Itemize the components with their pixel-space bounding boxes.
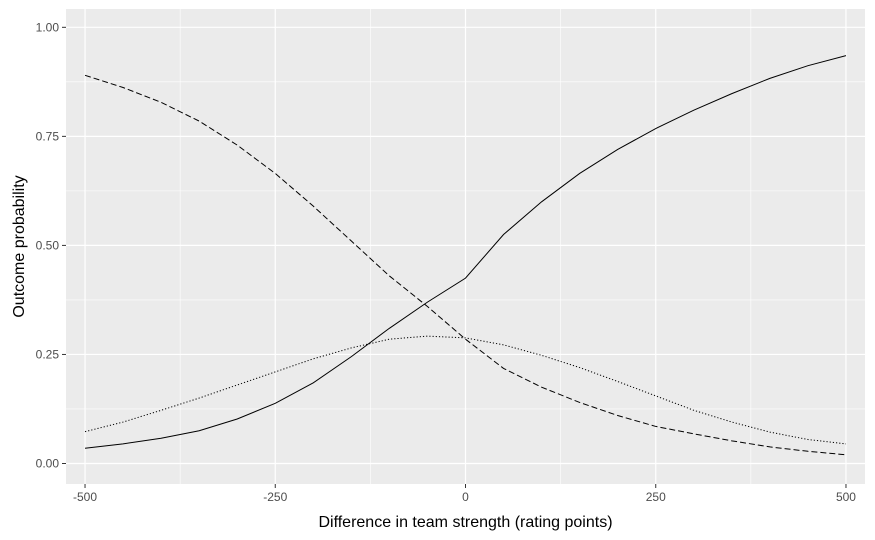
x-tick-label: -500 [73,490,97,504]
series-line-dashed [84,74,847,456]
series-line-solid [84,55,847,449]
y-tick-label: 0.50 [36,238,60,252]
y-axis: 0.00 0.25 0.50 0.75 1.00 [36,20,66,470]
x-tick-label: 500 [836,490,856,504]
y-tick-label: 0.25 [36,347,60,361]
y-axis-title: Outcome probability [11,175,28,317]
x-axis-title: Difference in team strength (rating poin… [318,514,612,531]
x-axis: -500 -250 0 250 500 [73,484,856,504]
x-tick-label: 250 [646,490,666,504]
y-tick-label: 1.00 [36,20,60,34]
x-tick-label: -250 [263,490,287,504]
major-grid [66,9,865,484]
series-line-dotted [84,335,847,445]
series-layer [84,55,847,456]
y-tick-label: 0.00 [36,456,60,470]
x-tick-label: 0 [462,490,469,504]
y-tick-label: 0.75 [36,129,60,143]
